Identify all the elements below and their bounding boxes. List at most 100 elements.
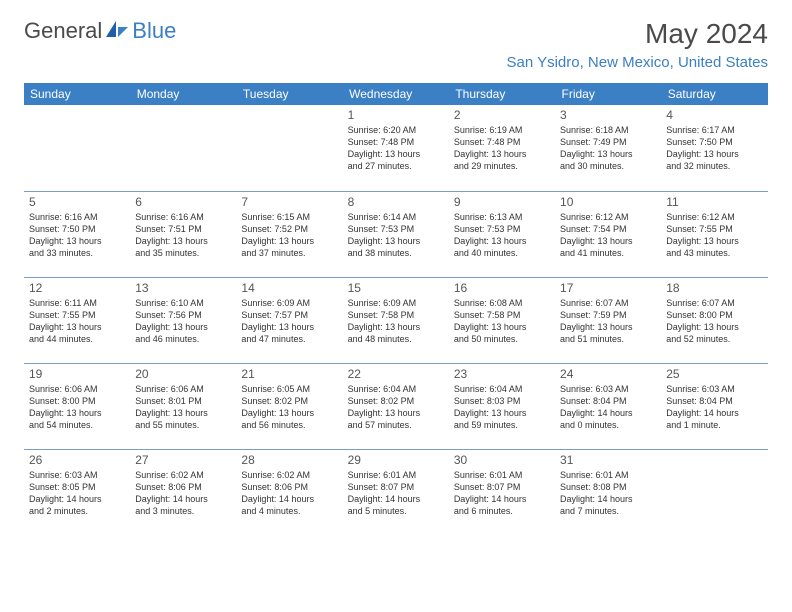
sunrise-line: Sunrise: 6:16 AM — [135, 211, 231, 223]
sunrise-line: Sunrise: 6:03 AM — [666, 383, 762, 395]
sunrise-line: Sunrise: 6:19 AM — [454, 124, 550, 136]
day-number: 22 — [348, 367, 444, 381]
calendar-week-row: 5Sunrise: 6:16 AMSunset: 7:50 PMDaylight… — [24, 191, 768, 277]
calendar-head: SundayMondayTuesdayWednesdayThursdayFrid… — [24, 83, 768, 105]
daylight-line: Daylight: 13 hours — [348, 407, 444, 419]
calendar-day-cell: 11Sunrise: 6:12 AMSunset: 7:55 PMDayligh… — [661, 191, 767, 277]
sunset-line: Sunset: 7:48 PM — [348, 136, 444, 148]
daylight-line: Daylight: 14 hours — [560, 493, 656, 505]
sunset-line: Sunset: 7:59 PM — [560, 309, 656, 321]
daylight-line: and 54 minutes. — [29, 419, 125, 431]
day-number: 30 — [454, 453, 550, 467]
day-number: 20 — [135, 367, 231, 381]
daylight-line: and 32 minutes. — [666, 160, 762, 172]
daylight-line: Daylight: 13 hours — [454, 321, 550, 333]
sunset-line: Sunset: 8:00 PM — [666, 309, 762, 321]
daylight-line: and 51 minutes. — [560, 333, 656, 345]
sunrise-line: Sunrise: 6:01 AM — [348, 469, 444, 481]
daylight-line: Daylight: 13 hours — [241, 235, 337, 247]
daylight-line: Daylight: 13 hours — [666, 321, 762, 333]
daylight-line: and 35 minutes. — [135, 247, 231, 259]
daylight-line: Daylight: 13 hours — [135, 235, 231, 247]
calendar-day-cell: 6Sunrise: 6:16 AMSunset: 7:51 PMDaylight… — [130, 191, 236, 277]
daylight-line: Daylight: 14 hours — [348, 493, 444, 505]
daylight-line: Daylight: 14 hours — [241, 493, 337, 505]
daylight-line: and 1 minute. — [666, 419, 762, 431]
calendar-day-cell: 8Sunrise: 6:14 AMSunset: 7:53 PMDaylight… — [343, 191, 449, 277]
day-number: 2 — [454, 108, 550, 122]
daylight-line: and 44 minutes. — [29, 333, 125, 345]
daylight-line: Daylight: 13 hours — [241, 321, 337, 333]
dayname-header: Saturday — [661, 83, 767, 105]
sunrise-line: Sunrise: 6:20 AM — [348, 124, 444, 136]
daylight-line: and 4 minutes. — [241, 505, 337, 517]
sunrise-line: Sunrise: 6:13 AM — [454, 211, 550, 223]
daylight-line: and 37 minutes. — [241, 247, 337, 259]
sunset-line: Sunset: 8:05 PM — [29, 481, 125, 493]
daylight-line: and 2 minutes. — [29, 505, 125, 517]
calendar-day-cell: 15Sunrise: 6:09 AMSunset: 7:58 PMDayligh… — [343, 277, 449, 363]
daylight-line: and 40 minutes. — [454, 247, 550, 259]
day-number: 10 — [560, 195, 656, 209]
daylight-line: Daylight: 13 hours — [241, 407, 337, 419]
day-number: 11 — [666, 195, 762, 209]
sunset-line: Sunset: 7:55 PM — [666, 223, 762, 235]
daylight-line: and 29 minutes. — [454, 160, 550, 172]
sunset-line: Sunset: 8:04 PM — [560, 395, 656, 407]
day-number: 4 — [666, 108, 762, 122]
day-number: 14 — [241, 281, 337, 295]
calendar-day-cell: 16Sunrise: 6:08 AMSunset: 7:58 PMDayligh… — [449, 277, 555, 363]
sunrise-line: Sunrise: 6:09 AM — [348, 297, 444, 309]
day-number: 24 — [560, 367, 656, 381]
sunset-line: Sunset: 7:53 PM — [348, 223, 444, 235]
sunrise-line: Sunrise: 6:04 AM — [454, 383, 550, 395]
calendar-day-cell: 27Sunrise: 6:02 AMSunset: 8:06 PMDayligh… — [130, 449, 236, 535]
sunset-line: Sunset: 7:54 PM — [560, 223, 656, 235]
daylight-line: and 52 minutes. — [666, 333, 762, 345]
calendar-day-cell: 7Sunrise: 6:15 AMSunset: 7:52 PMDaylight… — [236, 191, 342, 277]
sunset-line: Sunset: 8:02 PM — [241, 395, 337, 407]
sunset-line: Sunset: 7:57 PM — [241, 309, 337, 321]
day-number: 17 — [560, 281, 656, 295]
sunset-line: Sunset: 7:55 PM — [29, 309, 125, 321]
calendar-day-cell: 12Sunrise: 6:11 AMSunset: 7:55 PMDayligh… — [24, 277, 130, 363]
sunset-line: Sunset: 8:03 PM — [454, 395, 550, 407]
day-number: 28 — [241, 453, 337, 467]
sunrise-line: Sunrise: 6:06 AM — [29, 383, 125, 395]
sunset-line: Sunset: 8:00 PM — [29, 395, 125, 407]
day-number: 18 — [666, 281, 762, 295]
day-number: 13 — [135, 281, 231, 295]
daylight-line: Daylight: 14 hours — [454, 493, 550, 505]
daylight-line: and 47 minutes. — [241, 333, 337, 345]
sunset-line: Sunset: 8:01 PM — [135, 395, 231, 407]
sunrise-line: Sunrise: 6:06 AM — [135, 383, 231, 395]
daylight-line: Daylight: 13 hours — [29, 235, 125, 247]
day-number: 25 — [666, 367, 762, 381]
day-number: 26 — [29, 453, 125, 467]
daylight-line: and 50 minutes. — [454, 333, 550, 345]
day-number: 21 — [241, 367, 337, 381]
sunrise-line: Sunrise: 6:11 AM — [29, 297, 125, 309]
calendar-week-row: 1Sunrise: 6:20 AMSunset: 7:48 PMDaylight… — [24, 105, 768, 191]
sunrise-line: Sunrise: 6:03 AM — [29, 469, 125, 481]
calendar-day-cell: 17Sunrise: 6:07 AMSunset: 7:59 PMDayligh… — [555, 277, 661, 363]
header: General Blue May 2024 San Ysidro, New Me… — [0, 0, 792, 75]
day-number: 29 — [348, 453, 444, 467]
calendar-day-cell: 2Sunrise: 6:19 AMSunset: 7:48 PMDaylight… — [449, 105, 555, 191]
calendar-day-cell: 26Sunrise: 6:03 AMSunset: 8:05 PMDayligh… — [24, 449, 130, 535]
day-number: 31 — [560, 453, 656, 467]
daylight-line: and 56 minutes. — [241, 419, 337, 431]
calendar-day-cell — [24, 105, 130, 191]
daylight-line: Daylight: 13 hours — [454, 407, 550, 419]
dayname-header: Tuesday — [236, 83, 342, 105]
day-number: 8 — [348, 195, 444, 209]
daylight-line: Daylight: 13 hours — [135, 321, 231, 333]
calendar-day-cell: 4Sunrise: 6:17 AMSunset: 7:50 PMDaylight… — [661, 105, 767, 191]
calendar-day-cell: 21Sunrise: 6:05 AMSunset: 8:02 PMDayligh… — [236, 363, 342, 449]
sunrise-line: Sunrise: 6:04 AM — [348, 383, 444, 395]
daylight-line: Daylight: 13 hours — [560, 148, 656, 160]
day-number: 16 — [454, 281, 550, 295]
sunset-line: Sunset: 8:08 PM — [560, 481, 656, 493]
calendar-body: 1Sunrise: 6:20 AMSunset: 7:48 PMDaylight… — [24, 105, 768, 535]
daylight-line: Daylight: 13 hours — [560, 321, 656, 333]
